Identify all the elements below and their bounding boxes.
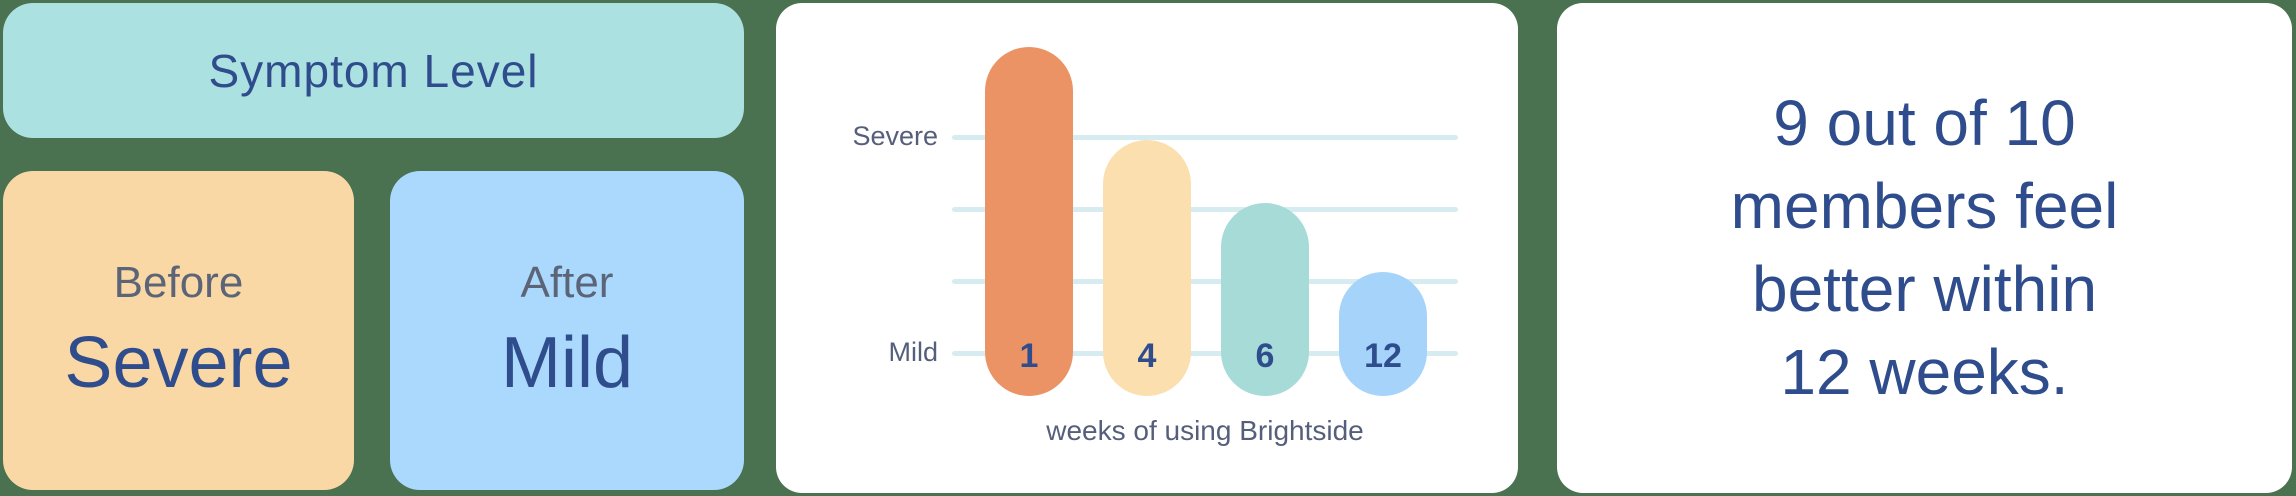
x-axis-label: weeks of using Brightside: [1046, 415, 1364, 446]
before-label: Before: [113, 257, 244, 307]
y-tick-label: Severe: [852, 121, 938, 151]
stat-card: 9 out of 10 members feel better within 1…: [1557, 3, 2292, 493]
stat-line: members feel: [1730, 170, 2119, 242]
bar-category-label: 12: [1364, 337, 1402, 375]
bar-category-label: 1: [1019, 337, 1039, 375]
chart-bar-week-1: [985, 47, 1073, 397]
chart-bar-week-4: [1103, 139, 1191, 397]
bar-category-label: 6: [1255, 337, 1275, 375]
chart-bar-week-12: [1339, 271, 1427, 397]
bar-chart: Severe Mild 1 4 6 12: [776, 3, 1518, 493]
bar-category-label: 4: [1137, 337, 1157, 375]
before-value: Severe: [64, 322, 293, 403]
after-value: Mild: [500, 322, 633, 403]
after-box: After Mild: [390, 171, 744, 490]
y-tick-label: Mild: [888, 337, 938, 367]
symptom-chart-card: Severe Mild 1 4 6 12 weeks of using Brightsid…: [776, 3, 1518, 493]
chart-gridline: [952, 135, 1458, 140]
symptom-level-header-box: Symptom Level: [3, 3, 744, 138]
chart-gridline: [952, 207, 1458, 212]
stat-text: 9 out of 10 members feel better within 1…: [1731, 82, 2119, 414]
stat-line: 9 out of 10: [1773, 87, 2076, 159]
chart-gridline: [952, 279, 1458, 284]
after-label: After: [520, 257, 614, 307]
stat-line: better within: [1751, 253, 2098, 325]
chart-bar-week-6: [1221, 203, 1309, 397]
stat-line: 12 weeks.: [1780, 336, 2069, 408]
chart-gridline: [952, 351, 1458, 356]
symptom-level-title: Symptom Level: [208, 44, 539, 97]
before-box: Before Severe: [3, 171, 354, 490]
